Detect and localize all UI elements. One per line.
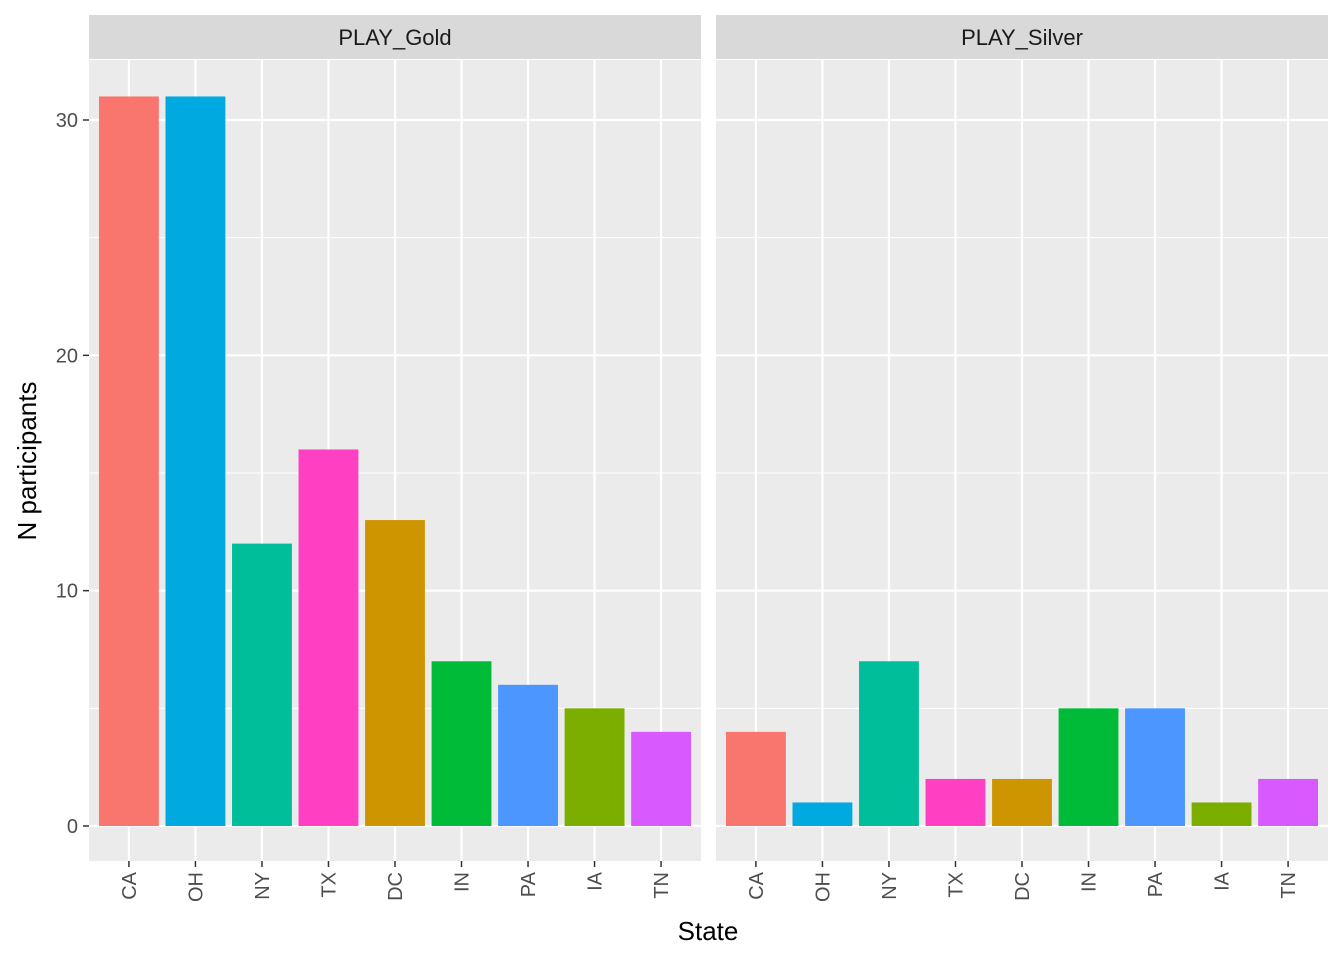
bar-ny — [859, 661, 919, 826]
bar-ny — [232, 543, 292, 826]
y-tick-label: 10 — [56, 581, 78, 603]
x-tick-label: OH — [185, 872, 207, 902]
bar-dc — [365, 520, 425, 826]
bar-oh — [792, 802, 853, 826]
y-tick-label: 30 — [56, 110, 78, 132]
y-axis: 0 10 20 30 — [56, 110, 89, 838]
x-tick-label: IN — [452, 872, 474, 892]
bar-ca — [725, 731, 786, 826]
x-tick-label: CA — [119, 871, 141, 899]
panel-play-gold: PLAY_Gold CA OH NY TX DC IN PA IA TN — [89, 15, 701, 902]
x-tick-label: PA — [1145, 871, 1167, 897]
x-tick-label: NY — [879, 872, 901, 900]
x-tick-label: IA — [585, 871, 607, 891]
bar-ia — [564, 708, 625, 826]
x-tick-label: OH — [812, 872, 834, 902]
bar-in — [431, 661, 492, 826]
panels-layer: PLAY_Gold CA OH NY TX DC IN PA IA TN PLAY_Silver CA… — [89, 15, 1328, 902]
facet-strip — [89, 15, 701, 59]
bar-pa — [498, 684, 558, 826]
bar-dc — [992, 778, 1052, 826]
y-tick-label: 0 — [67, 816, 78, 838]
x-tick-label: PA — [518, 871, 540, 897]
y-axis-title: N participants — [12, 382, 42, 541]
panel-play-silver: PLAY_Silver CA OH NY TX DC IN PA IA TN — [716, 15, 1328, 902]
bar-in — [1058, 708, 1119, 826]
x-tick-label: IN — [1079, 872, 1101, 892]
x-axis-title: State — [678, 916, 739, 946]
bar-tn — [631, 731, 692, 826]
facet-strip — [716, 15, 1328, 59]
bar-tn — [1258, 778, 1319, 826]
x-tick-label: TX — [318, 872, 340, 898]
bar-ca — [98, 96, 159, 826]
bar-ia — [1191, 802, 1252, 826]
bar-tx — [298, 449, 359, 826]
bar-tx — [925, 778, 986, 826]
bar-oh — [165, 96, 226, 826]
x-tick-label: CA — [746, 871, 768, 899]
x-tick-label: NY — [252, 872, 274, 900]
x-tick-label: TN — [1278, 872, 1300, 899]
x-tick-label: TN — [651, 872, 673, 899]
x-tick-label: IA — [1212, 871, 1234, 891]
x-tick-label: DC — [1012, 872, 1034, 901]
x-tick-label: DC — [385, 872, 407, 901]
bar-pa — [1125, 708, 1185, 826]
x-tick-label: TX — [945, 872, 967, 898]
y-tick-label: 20 — [56, 345, 78, 367]
facet-strip-label: PLAY_Gold — [338, 25, 451, 50]
facet-strip-label: PLAY_Silver — [961, 25, 1083, 50]
